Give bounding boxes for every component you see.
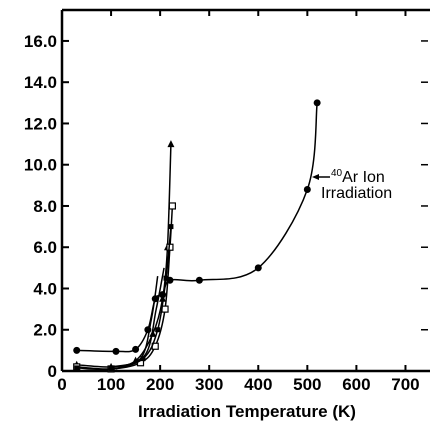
annotation-label-line1: 40Ar Ion bbox=[331, 168, 385, 186]
y-tick-label: 0 bbox=[48, 362, 57, 381]
data-point bbox=[254, 264, 262, 272]
annotation-label-line2: Irradiation bbox=[321, 185, 392, 202]
x-tick-label: 100 bbox=[97, 375, 125, 394]
series-0 bbox=[73, 99, 321, 355]
y-tick-label: 4.0 bbox=[33, 279, 57, 298]
y-axis: 0 2.0 4.0 6.0 8.0 10.0 12.0 14.0 16.0 bbox=[24, 32, 428, 381]
x-tick-label: 0 bbox=[57, 375, 66, 394]
series-line bbox=[110, 275, 159, 368]
y-tick-label: 6.0 bbox=[33, 238, 57, 257]
annotation-line1-text: Ar Ion bbox=[342, 169, 385, 186]
data-point bbox=[168, 202, 176, 210]
plot-frame bbox=[60, 8, 430, 373]
x-tick-label: 600 bbox=[342, 375, 370, 394]
y-tick-label: 12.0 bbox=[24, 114, 57, 133]
annotation-layer: 40Ar Ion Irradiation bbox=[312, 168, 392, 202]
data-point bbox=[161, 305, 169, 313]
data-point bbox=[73, 346, 81, 354]
x-tick-label: 700 bbox=[391, 375, 419, 394]
x-axis-title: Irradiation Temperature (K) bbox=[138, 402, 356, 421]
y-tick-label: 14.0 bbox=[24, 73, 57, 92]
x-axis: 0 100 200 300 400 500 600 700 bbox=[57, 10, 420, 394]
series-line bbox=[115, 267, 165, 370]
data-point bbox=[303, 185, 311, 193]
data-point bbox=[74, 365, 80, 371]
data-point bbox=[168, 224, 174, 230]
series-3 bbox=[74, 224, 174, 372]
x-tick-label: 500 bbox=[293, 375, 321, 394]
data-point bbox=[167, 140, 175, 148]
data-point bbox=[163, 275, 169, 281]
series-4 bbox=[110, 275, 159, 368]
data-point bbox=[132, 345, 140, 353]
data-point bbox=[112, 347, 120, 355]
data-point bbox=[140, 356, 146, 362]
annotation-superscript: 40 bbox=[331, 168, 343, 179]
series-layer bbox=[73, 99, 321, 373]
data-point bbox=[108, 366, 114, 372]
series-5 bbox=[115, 267, 165, 370]
y-tick-label: 16.0 bbox=[24, 32, 57, 51]
data-point bbox=[313, 99, 321, 107]
y-tick-label: 10.0 bbox=[24, 156, 57, 175]
data-point bbox=[195, 276, 203, 284]
x-tick-label: 300 bbox=[195, 375, 223, 394]
x-tick-label: 400 bbox=[244, 375, 272, 394]
x-tick-label: 200 bbox=[146, 375, 174, 394]
y-tick-label: 2.0 bbox=[33, 321, 57, 340]
y-tick-label: 8.0 bbox=[33, 197, 57, 216]
data-point bbox=[155, 327, 161, 333]
series-line bbox=[76, 226, 172, 371]
annotation-arrow-head bbox=[312, 174, 319, 180]
series-line bbox=[76, 102, 318, 353]
data-point bbox=[159, 294, 167, 302]
